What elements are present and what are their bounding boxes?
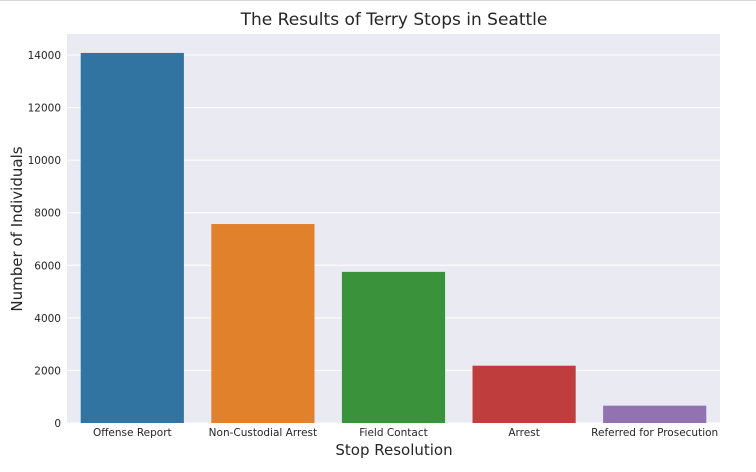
y-tick-label: 4000 bbox=[34, 313, 61, 325]
bar-field-contact bbox=[341, 271, 446, 423]
y-axis-label: Number of Individuals bbox=[8, 146, 26, 311]
x-tick-labels: Offense Report Non-Custodial Arrest Field … bbox=[93, 427, 718, 439]
x-axis-label: Stop Resolution bbox=[335, 441, 452, 459]
y-tick-label: 12000 bbox=[28, 103, 61, 115]
chart-title: The Results of Terry Stops in Seattle bbox=[240, 10, 548, 30]
x-tick-label: Offense Report bbox=[93, 427, 172, 439]
y-tick-label: 14000 bbox=[28, 50, 61, 62]
bars bbox=[80, 52, 707, 424]
y-tick-label: 8000 bbox=[34, 208, 61, 220]
y-tick-labels: 0 2000 4000 6000 8000 10000 12000 14000 bbox=[28, 50, 61, 430]
y-tick-label: 10000 bbox=[28, 155, 61, 167]
bar-offense-report bbox=[80, 52, 184, 424]
bar-referred-for-prosecution bbox=[603, 405, 707, 423]
y-tick-label: 2000 bbox=[34, 365, 61, 377]
bar-arrest bbox=[472, 365, 576, 423]
top-border bbox=[0, 0, 756, 1]
x-tick-label: Field Contact bbox=[359, 427, 427, 439]
y-tick-label: 6000 bbox=[34, 260, 61, 272]
x-tick-label: Arrest bbox=[508, 427, 539, 439]
x-tick-label: Non-Custodial Arrest bbox=[209, 427, 317, 439]
x-tick-label: Referred for Prosecution bbox=[591, 427, 718, 439]
bar-non-custodial-arrest bbox=[211, 224, 315, 423]
y-tick-label: 0 bbox=[54, 418, 61, 430]
